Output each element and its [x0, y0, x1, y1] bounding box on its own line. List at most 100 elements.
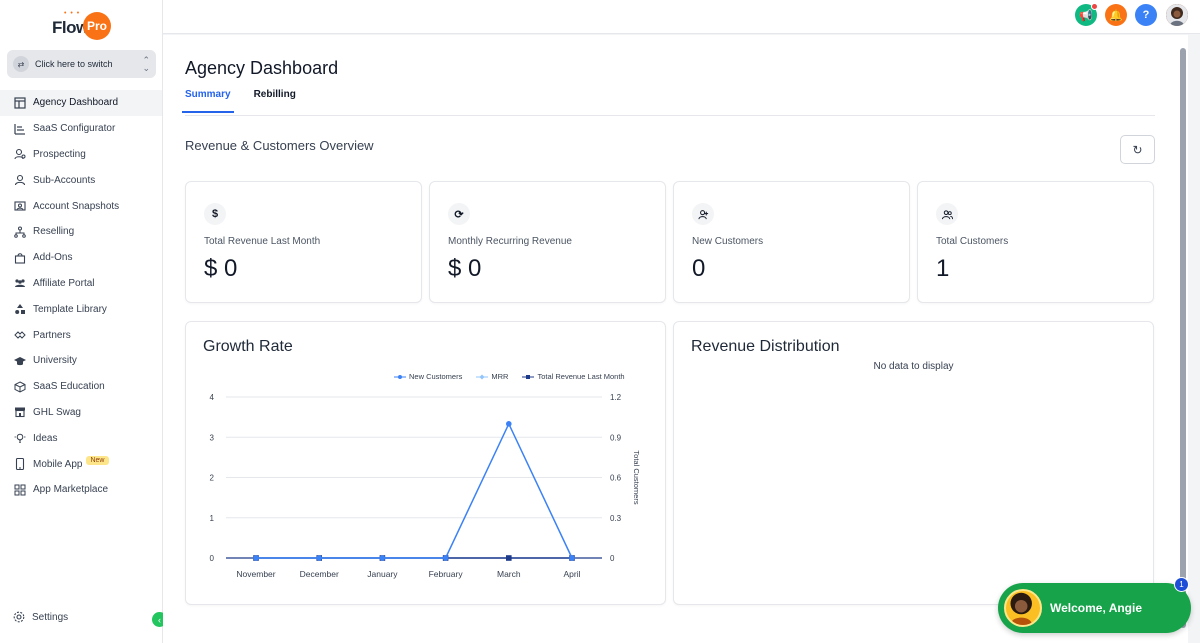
handshake-icon: [13, 329, 26, 342]
gear-icon: [13, 611, 25, 623]
avatar[interactable]: [1166, 4, 1188, 26]
sidebar-item-sub-accounts[interactable]: Sub-Accounts: [0, 167, 162, 193]
sidebar-item-label: Affiliate Portal: [33, 277, 95, 289]
sidebar-item-university[interactable]: University: [0, 348, 162, 374]
sidebar-item-label: Prospecting: [33, 148, 86, 160]
stat-label: New Customers: [692, 236, 764, 247]
sidebar-item-partners[interactable]: Partners: [0, 322, 162, 348]
sidebar-item-label: Partners: [33, 329, 71, 341]
notification-dot: [1091, 3, 1098, 10]
legend-label: MRR: [491, 372, 509, 381]
data-point: [506, 421, 512, 427]
sidebar-item-ideas[interactable]: Ideas: [0, 425, 162, 451]
sidebar-item-label: SaaS Education: [33, 381, 105, 393]
sidebar-item-mobile-app[interactable]: Mobile App New: [0, 451, 162, 477]
sidebar-item-label: Account Snapshots: [33, 200, 120, 212]
switch-icon: ⇄: [13, 56, 29, 72]
cube-icon: [13, 380, 26, 393]
bar-chart-icon: [13, 122, 26, 135]
graduation-cap-icon: [13, 354, 26, 367]
users-search-icon: [13, 148, 26, 161]
chart-legend: New Customers MRR Total Revenue Last Mon…: [394, 372, 625, 381]
account-switcher[interactable]: ⇄ Click here to switch ⌃ ⌄: [7, 50, 156, 78]
sidebar-item-label: SaaS Configurator: [33, 123, 116, 135]
y-tick-right: 0: [610, 554, 615, 563]
sidebar-item-prospecting[interactable]: Prospecting: [0, 142, 162, 168]
bag-icon: [13, 251, 26, 264]
sidebar-item-reselling[interactable]: Reselling: [0, 219, 162, 245]
welcome-count-badge: 1: [1174, 577, 1189, 592]
chart-title: Growth Rate: [203, 338, 293, 355]
x-tick-label: November: [236, 569, 275, 579]
logo-mark: Pro: [83, 12, 111, 40]
tab-summary[interactable]: Summary: [182, 89, 234, 113]
tab-divider: [185, 115, 1155, 116]
empty-state-text: No data to display: [873, 361, 954, 372]
sidebar-item-saas-education[interactable]: SaaS Education: [0, 374, 162, 400]
refresh-icon: ↻: [1132, 142, 1143, 157]
sidebar: • • • Flow Pro ⇄ Click here to switch ⌃ ⌄…: [0, 0, 167, 643]
sidebar-item-saas-configurator[interactable]: SaaS Configurator: [0, 116, 162, 142]
brand-logo[interactable]: • • • Flow Pro: [50, 8, 114, 40]
legend-label: Total Revenue Last Month: [537, 372, 625, 381]
help-button[interactable]: ?: [1135, 4, 1157, 26]
sidebar-item-app-marketplace[interactable]: App Marketplace: [0, 477, 162, 503]
sidebar-item-label: Add-Ons: [33, 252, 73, 264]
stat-card-total-customers: Total Customers 1: [917, 181, 1154, 303]
refresh-button[interactable]: ↻: [1120, 135, 1155, 164]
data-point: [506, 555, 512, 561]
sidebar-item-agency-dashboard[interactable]: Agency Dashboard: [0, 90, 162, 116]
legend-item-new-customers[interactable]: New Customers: [394, 372, 462, 381]
sidebar-nav: Agency Dashboard SaaS Configurator Prosp…: [0, 90, 162, 503]
stat-value: $ 0: [204, 255, 238, 282]
section-title: Revenue & Customers Overview: [185, 138, 374, 153]
sidebar-item-label: App Marketplace: [33, 484, 109, 496]
data-point: [253, 555, 259, 561]
sidebar-item-affiliate-portal[interactable]: Affiliate Portal: [0, 271, 162, 297]
sidebar-item-add-ons[interactable]: Add-Ons: [0, 245, 162, 271]
help-icon: ?: [1142, 9, 1150, 21]
settings-label: Settings: [32, 611, 69, 623]
data-point: [569, 555, 575, 561]
megaphone-icon: 📢: [1079, 9, 1093, 22]
scrollbar[interactable]: [1180, 48, 1186, 628]
legend-item-mrr[interactable]: MRR: [476, 372, 508, 381]
sidebar-item-settings[interactable]: Settings: [13, 611, 68, 623]
sidebar-item-template-library[interactable]: Template Library: [0, 296, 162, 322]
page-title: Agency Dashboard: [185, 58, 339, 78]
y-axis-label-right: Total Customers: [632, 450, 641, 504]
stat-value: $ 0: [448, 255, 482, 282]
legend-marker: [476, 374, 489, 379]
sidebar-item-label: GHL Swag: [33, 406, 81, 418]
sidebar-item-label: Sub-Accounts: [33, 174, 96, 186]
chevron-left-icon: ‹: [158, 614, 161, 625]
y-tick-right: 0.9: [610, 433, 622, 442]
grid-icon: [13, 483, 26, 496]
user-avatar-icon: [1166, 4, 1188, 26]
x-tick-label: February: [429, 569, 464, 579]
snapshot-icon: [13, 200, 26, 213]
sidebar-item-account-snapshots[interactable]: Account Snapshots: [0, 193, 162, 219]
revenue-distribution-card: Revenue Distribution No data to display: [673, 321, 1154, 605]
lightbulb-icon: [13, 432, 26, 445]
sidebar-item-ghl-swag[interactable]: GHL Swag: [0, 400, 162, 426]
switcher-label: Click here to switch: [35, 59, 113, 69]
tab-rebilling[interactable]: Rebilling: [253, 89, 296, 100]
mobile-icon: [13, 458, 26, 471]
chart-title: Revenue Distribution: [691, 338, 840, 355]
group-icon: [13, 277, 26, 290]
stat-value: 0: [692, 255, 706, 282]
notifications-button[interactable]: 🔔: [1105, 4, 1127, 26]
legend-item-total-revenue[interactable]: Total Revenue Last Month: [522, 372, 625, 381]
sidebar-item-label: Reselling: [33, 226, 75, 238]
main-content: Agency Dashboard Summary Rebilling Reven…: [163, 35, 1188, 643]
user-plus-icon: [692, 203, 714, 225]
user-avatar-icon: [1010, 592, 1032, 625]
welcome-widget[interactable]: Welcome, Angie 1: [998, 577, 1191, 633]
users-icon: [936, 203, 958, 225]
x-tick-label: March: [497, 569, 521, 579]
sidebar-item-label: University: [33, 355, 77, 367]
data-point: [442, 555, 449, 561]
announcements-button[interactable]: 📢: [1075, 3, 1098, 26]
stat-card-new-customers: New Customers 0: [673, 181, 910, 303]
